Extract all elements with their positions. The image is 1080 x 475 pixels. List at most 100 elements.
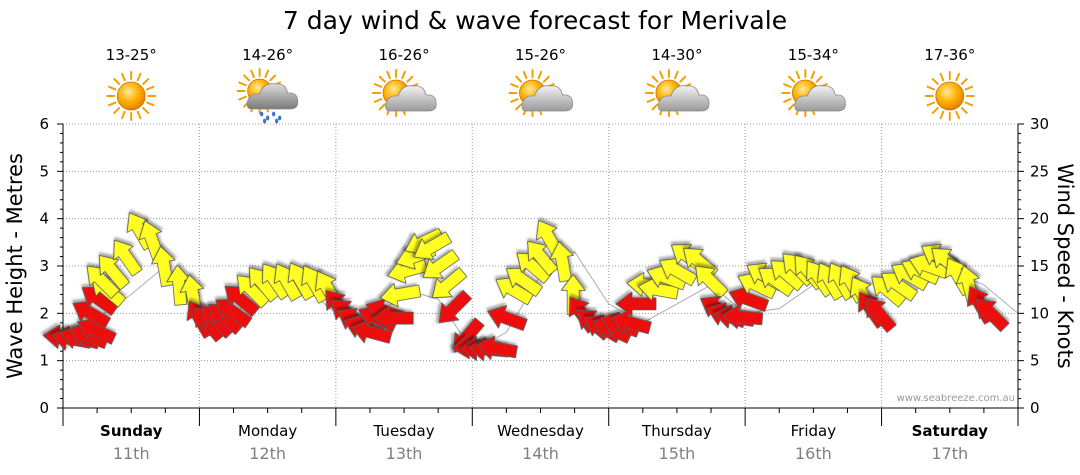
temperature-label: 14-30°: [651, 46, 702, 64]
sun-ray: [113, 107, 121, 114]
sun-ray: [515, 103, 523, 111]
wind-arrow: [527, 240, 559, 277]
partly-cloudy-icon: [372, 69, 437, 117]
sun-ray: [269, 74, 277, 82]
sun-ray: [783, 98, 792, 103]
sun-ray: [243, 74, 251, 82]
wind-arrow: [422, 249, 460, 279]
wind-arrow-shape: [615, 291, 657, 317]
wind-arrow: [151, 245, 176, 288]
sun-ray: [810, 70, 816, 80]
sun-disc: [116, 81, 146, 111]
sun-ray: [142, 107, 150, 114]
sun-ray: [108, 85, 117, 91]
sun-ray: [815, 75, 823, 83]
sun-ray: [378, 103, 386, 111]
temperature-label: 13-25°: [106, 46, 157, 64]
left-tick-label: 3: [39, 257, 49, 275]
rain-drop: [260, 111, 264, 117]
sun-ray: [537, 70, 543, 80]
right-axis-title: Wind Speed - Knots: [1053, 163, 1077, 368]
date-label: 16th: [795, 444, 832, 463]
plot-axes: [57, 123, 1024, 426]
day-label: Tuesday: [373, 422, 435, 440]
sun-ray: [510, 98, 519, 103]
sun-icon: [106, 71, 157, 121]
left-tick-label: 0: [39, 399, 49, 417]
temperature-label: 14-26°: [242, 46, 293, 64]
sun-ray: [142, 78, 150, 85]
cloud-rain-icon: [236, 68, 299, 124]
right-tick-label: 20: [1030, 210, 1049, 228]
sun-ray: [788, 75, 796, 83]
sun-ray: [121, 110, 126, 120]
weather-row: 13-25° 14-26° 16-26° 15-26° 14-30° 15-34° 17-3…: [106, 46, 975, 124]
right-tick-label: 30: [1030, 115, 1049, 133]
sun-ray: [955, 72, 960, 82]
sun-ray: [674, 70, 679, 80]
sun-ray: [522, 70, 528, 80]
sun-ray: [406, 75, 414, 83]
sun-ray: [960, 78, 968, 85]
sun-ray: [515, 75, 523, 83]
temperature-label: 15-26°: [515, 46, 566, 64]
wind-arrow-shape: [113, 239, 143, 277]
wind-arrow: [438, 289, 472, 324]
wind-arrow: [865, 297, 897, 333]
right-tick-label: 10: [1030, 304, 1049, 322]
wind-arrow-shape: [476, 335, 518, 360]
wind-arrow-shape: [98, 254, 130, 291]
right-tick-label: 0: [1030, 399, 1040, 417]
day-label: Friday: [791, 422, 837, 440]
sun-ray: [136, 110, 142, 120]
sun-disc: [935, 81, 965, 111]
sun-ray: [145, 85, 155, 91]
sun-ray: [926, 85, 936, 91]
wind-arrow: [431, 267, 468, 299]
sun-ray: [542, 75, 550, 83]
sun-ray: [136, 72, 142, 82]
date-label: 12th: [249, 444, 286, 463]
sun-ray: [646, 83, 656, 88]
wind-arrow-series: [42, 212, 1010, 362]
wind-arrow-shape: [431, 267, 468, 299]
wind-arrow-shape: [379, 282, 422, 308]
left-tick-label: 2: [39, 304, 49, 322]
wind-arrow: [98, 254, 130, 291]
cloud-shape: [521, 85, 573, 112]
date-label: 13th: [386, 444, 423, 463]
wind-arrow-shape: [695, 265, 729, 299]
wind-arrow-shape: [372, 305, 414, 331]
partly-cloudy-icon: [781, 69, 846, 117]
sun-ray: [510, 83, 519, 88]
sun-ray: [373, 83, 383, 88]
sun-ray: [955, 110, 960, 120]
sun-ray: [964, 85, 973, 91]
sun-icon: [924, 71, 975, 121]
rain-drop: [278, 115, 282, 121]
sun-ray: [783, 83, 792, 88]
chart-title: 7 day wind & wave forecast for Merivale: [283, 6, 787, 35]
wind-arrow-shape: [413, 231, 453, 260]
partly-cloudy-icon: [508, 69, 573, 117]
wind-arrow: [413, 231, 453, 260]
sun-ray: [378, 75, 386, 83]
cloud-shape: [794, 85, 846, 112]
wind-arrow-shape: [976, 298, 1010, 333]
rain-drop: [272, 111, 276, 117]
sun-ray: [145, 101, 155, 107]
date-label: 11th: [113, 444, 150, 463]
sun-ray: [926, 101, 936, 107]
rain-drop: [266, 115, 270, 121]
day-label: Saturday: [912, 422, 989, 440]
axis-labels: 0 1 2 3 4 5 6 0 5 10 15 20 25 30 Sunday 11th Monday 12th T…: [39, 115, 1049, 463]
rain-drop: [263, 118, 267, 124]
cloud-shape: [385, 85, 437, 112]
date-label: 15th: [659, 444, 696, 463]
wind-arrow: [695, 265, 729, 299]
left-tick-label: 6: [39, 115, 49, 133]
left-tick-label: 5: [39, 162, 49, 180]
day-label: Sunday: [100, 422, 163, 440]
cloud-shape: [246, 83, 299, 110]
rain-drop: [275, 118, 279, 124]
